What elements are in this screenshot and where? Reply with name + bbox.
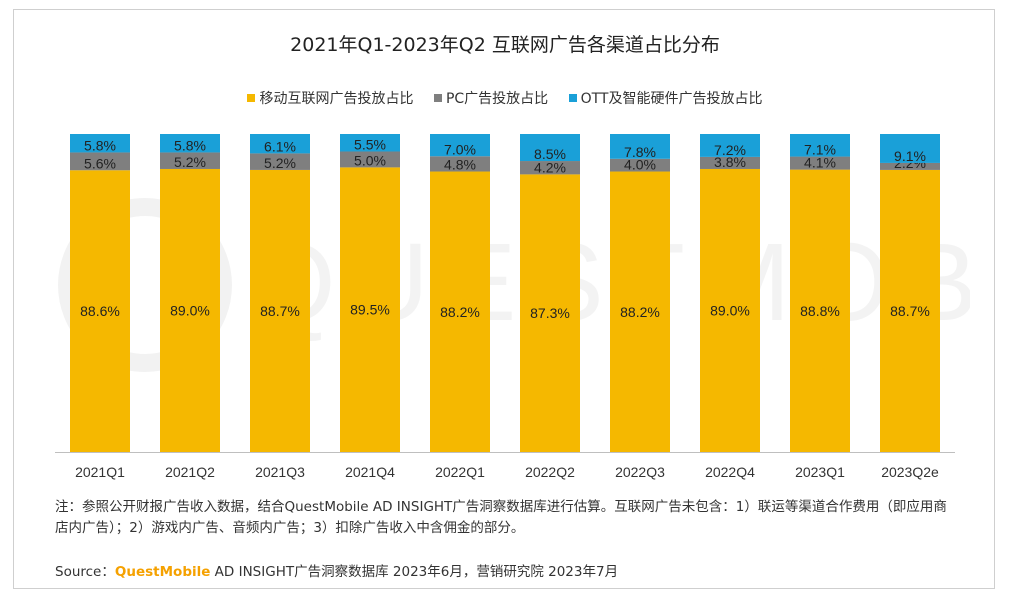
- bar-ott-2021Q3: [250, 134, 310, 154]
- bar-pc-2021Q1: [70, 152, 130, 171]
- data-label-pc-2021Q2: 5.2%: [174, 154, 206, 170]
- data-label-pc-2021Q3: 5.2%: [264, 155, 296, 171]
- bar-ott-2022Q1: [430, 134, 490, 157]
- legend-item-ott: OTT及智能硬件广告投放占比: [568, 88, 763, 108]
- bar-pc-2022Q3: [610, 158, 670, 172]
- x-tick-label-2023Q1: 2023Q1: [795, 464, 845, 480]
- legend-swatch-mobile: [247, 94, 256, 102]
- data-label-pc-2021Q1: 5.6%: [84, 155, 116, 171]
- bar-pc-2023Q1: [790, 156, 850, 170]
- data-label-mobile-2022Q3: 88.2%: [620, 304, 660, 320]
- data-label-mobile-2022Q1: 88.2%: [440, 304, 480, 320]
- legend-swatch-ott: [568, 94, 577, 102]
- chart-legend: 移动互联网广告投放占比 PC广告投放占比 OTT及智能硬件广告投放占比: [0, 88, 1010, 108]
- bar-mobile-2021Q2: [160, 168, 220, 453]
- data-label-mobile-2022Q4: 89.0%: [710, 302, 750, 318]
- x-tick-label-2022Q2: 2022Q2: [525, 464, 575, 480]
- data-label-mobile-2021Q2: 89.0%: [170, 302, 210, 318]
- bar-mobile-2022Q2: [520, 174, 580, 453]
- data-label-ott-2021Q3: 6.1%: [264, 138, 296, 154]
- chart-title: 2021年Q1-2023年Q2 互联网广告各渠道占比分布: [290, 34, 720, 56]
- data-label-ott-2023Q1: 7.1%: [804, 142, 836, 158]
- data-label-pc-2021Q4: 5.0%: [354, 152, 386, 168]
- footnote: 注：参照公开财报广告收入数据，结合QuestMobile AD INSIGHT广…: [55, 499, 947, 536]
- data-label-mobile-2023Q1: 88.8%: [800, 303, 840, 319]
- data-label-mobile-2021Q4: 89.5%: [350, 302, 390, 318]
- bar-ott-2021Q2: [160, 134, 220, 153]
- data-label-mobile-2021Q1: 88.6%: [80, 303, 120, 319]
- bar-pc-2022Q1: [430, 156, 490, 172]
- data-label-ott-2022Q1: 7.0%: [444, 141, 476, 157]
- data-label-ott-2022Q2: 8.5%: [534, 146, 566, 162]
- bar-mobile-2023Q2e: [880, 169, 940, 452]
- source-line: Source：QuestMobile AD INSIGHT广告洞察数据库 202…: [55, 560, 618, 580]
- data-label-pc-2022Q2: 4.2%: [534, 159, 566, 175]
- x-tick-label-2022Q4: 2022Q4: [705, 464, 755, 480]
- x-tick-label-2021Q4: 2021Q4: [345, 464, 395, 480]
- bar-pc-2021Q4: [340, 151, 400, 168]
- bar-mobile-2023Q1: [790, 169, 850, 452]
- bar-mobile-2022Q1: [430, 171, 490, 453]
- x-tick-label-2021Q1: 2021Q1: [75, 464, 125, 480]
- bar-mobile-2022Q3: [610, 171, 670, 453]
- bar-ott-2022Q3: [610, 134, 670, 159]
- bar-pc-2022Q2: [520, 161, 580, 175]
- legend-item-mobile: 移动互联网广告投放占比: [247, 88, 413, 108]
- bar-ott-2023Q2e: [880, 134, 940, 163]
- source-rest: AD INSIGHT广告洞察数据库 2023年6月，营销研究院 2023年7月: [210, 564, 619, 580]
- source-prefix: Source：: [55, 564, 115, 580]
- data-label-ott-2021Q4: 5.5%: [354, 136, 386, 152]
- bar-ott-2021Q1: [70, 134, 130, 153]
- data-label-pc-2022Q4: 3.8%: [714, 154, 746, 170]
- x-tick-label-2023Q2e: 2023Q2e: [881, 464, 939, 480]
- data-label-pc-2022Q3: 4.0%: [624, 157, 656, 173]
- data-label-mobile-2023Q2e: 88.7%: [890, 303, 930, 319]
- bar-mobile-2021Q1: [70, 170, 130, 452]
- bar-ott-2023Q1: [790, 134, 850, 157]
- bar-ott-2022Q4: [700, 134, 760, 157]
- bar-mobile-2021Q3: [250, 169, 310, 452]
- x-tick-label-2021Q2: 2021Q2: [165, 464, 215, 480]
- bar-ott-2022Q2: [520, 134, 580, 162]
- data-label-mobile-2022Q2: 87.3%: [530, 305, 570, 321]
- data-label-pc-2023Q1: 4.1%: [804, 155, 836, 171]
- data-label-pc-2022Q1: 4.8%: [444, 157, 476, 173]
- data-label-ott-2023Q2e: 9.1%: [894, 148, 926, 164]
- bar-mobile-2021Q4: [340, 167, 400, 452]
- x-tick-label-2021Q3: 2021Q3: [255, 464, 305, 480]
- x-tick-label-2022Q3: 2022Q3: [615, 464, 665, 480]
- data-label-ott-2022Q4: 7.2%: [714, 142, 746, 158]
- legend-item-pc: PC广告投放占比: [433, 88, 549, 108]
- legend-label-ott: OTT及智能硬件广告投放占比: [580, 91, 763, 107]
- data-label-ott-2021Q2: 5.8%: [174, 137, 206, 153]
- legend-swatch-pc: [433, 94, 442, 102]
- bar-pc-2022Q4: [700, 156, 760, 169]
- source-brand: QuestMobile: [114, 564, 211, 580]
- bar-mobile-2022Q4: [700, 168, 760, 453]
- data-label-mobile-2021Q3: 88.7%: [260, 303, 300, 319]
- legend-label-mobile: 移动互联网广告投放占比: [259, 91, 414, 107]
- data-label-ott-2021Q1: 5.8%: [84, 137, 116, 153]
- bar-pc-2023Q2e: [880, 162, 940, 170]
- x-tick-label-2022Q1: 2022Q1: [435, 464, 485, 480]
- bar-ott-2021Q4: [340, 134, 400, 152]
- bar-pc-2021Q3: [250, 153, 310, 170]
- data-label-ott-2022Q3: 7.8%: [624, 144, 656, 160]
- legend-label-pc: PC广告投放占比: [445, 91, 549, 107]
- bar-pc-2021Q2: [160, 152, 220, 169]
